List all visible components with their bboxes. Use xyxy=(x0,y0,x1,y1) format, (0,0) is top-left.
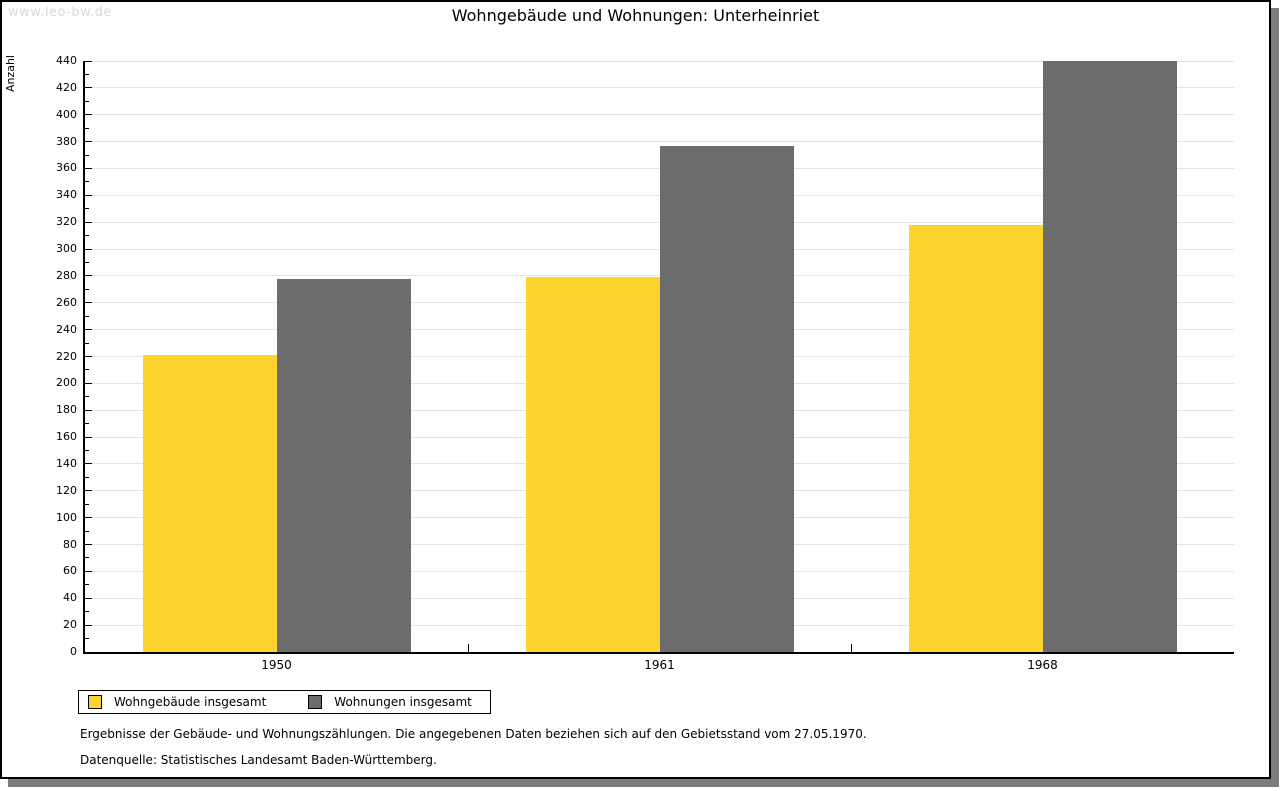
y-tick-major xyxy=(85,436,92,438)
legend-swatch-gray xyxy=(308,695,323,709)
y-tick-major xyxy=(85,409,92,411)
legend-swatch-yellow xyxy=(88,695,102,709)
y-gridline xyxy=(85,87,1234,89)
y-tick-major xyxy=(85,624,92,626)
y-tick-label: 260 xyxy=(56,295,77,309)
y-tick-minor xyxy=(85,369,89,371)
y-tick-major xyxy=(85,382,92,384)
y-tick-minor xyxy=(85,396,89,398)
x-category-label: 1968 xyxy=(1027,658,1058,672)
legend-item-wohngebaeude: Wohngebäude insgesamt xyxy=(88,695,266,709)
y-tick-minor xyxy=(85,315,89,317)
y-tick-label: 100 xyxy=(56,510,77,524)
y-tick-minor xyxy=(85,208,89,210)
y-tick-major xyxy=(85,570,92,572)
legend-item-wohnungen: Wohnungen insgesamt xyxy=(308,695,472,709)
y-tick-minor xyxy=(85,638,89,640)
y-tick-major xyxy=(85,275,92,277)
x-tick-boundary xyxy=(851,644,852,652)
y-tick-label: 300 xyxy=(56,242,77,256)
bar-wohnungen-1950 xyxy=(276,278,411,652)
y-tick-minor xyxy=(85,476,89,478)
chart-title: Wohngebäude und Wohnungen: Unterheinriet xyxy=(451,6,820,25)
legend-label: Wohngebäude insgesamt xyxy=(114,695,267,709)
footnote-data-source: Datenquelle: Statistisches Landesamt Bad… xyxy=(80,753,437,767)
y-tick-major xyxy=(85,167,92,169)
y-tick-label: 320 xyxy=(56,215,77,229)
y-tick-major xyxy=(85,329,92,331)
y-tick-label: 200 xyxy=(56,376,77,390)
y-tick-label: 0 xyxy=(70,645,77,658)
y-tick-minor xyxy=(85,342,89,344)
y-axis-title: Anzahl xyxy=(4,55,17,93)
y-tick-minor xyxy=(85,503,89,505)
y-tick-label: 140 xyxy=(56,456,77,470)
bar-wohnungen-1968 xyxy=(1042,61,1177,652)
y-tick-minor xyxy=(85,611,89,613)
y-tick-major xyxy=(85,517,92,519)
y-tick-label: 280 xyxy=(56,268,77,282)
y-tick-minor xyxy=(85,73,89,75)
bar-wohngebäude-1968 xyxy=(908,224,1043,652)
y-tick-minor xyxy=(85,261,89,263)
y-tick-minor xyxy=(85,423,89,425)
y-tick-label: 80 xyxy=(63,537,77,551)
y-tick-minor xyxy=(85,127,89,129)
y-tick-major xyxy=(85,248,92,250)
y-tick-minor xyxy=(85,154,89,156)
y-tick-label: 160 xyxy=(56,430,77,444)
y-tick-major xyxy=(85,221,92,223)
y-tick-minor xyxy=(85,181,89,183)
y-tick-label: 340 xyxy=(56,188,77,202)
y-tick-minor xyxy=(85,100,89,102)
y-tick-label: 60 xyxy=(63,564,77,578)
y-gridline xyxy=(85,141,1234,143)
y-tick-major xyxy=(85,194,92,196)
y-tick-label: 180 xyxy=(56,403,77,417)
x-tick-boundary xyxy=(468,644,469,652)
y-tick-major xyxy=(85,544,92,546)
y-tick-label: 120 xyxy=(56,483,77,497)
bar-wohngebäude-1961 xyxy=(525,277,660,652)
y-tick-minor xyxy=(85,557,89,559)
y-tick-label: 380 xyxy=(56,134,77,148)
y-tick-minor xyxy=(85,450,89,452)
legend-label: Wohnungen insgesamt xyxy=(334,695,472,709)
y-tick-major xyxy=(85,87,92,89)
y-tick-label: 240 xyxy=(56,322,77,336)
y-tick-label: 420 xyxy=(56,80,77,94)
y-gridline xyxy=(85,60,1234,62)
y-gridline xyxy=(85,114,1234,116)
y-tick-major xyxy=(85,302,92,304)
y-tick-minor xyxy=(85,235,89,237)
watermark-text: www.leo-bw.de xyxy=(8,5,112,20)
chart-canvas: www.leo-bw.de Wohngebäude und Wohnungen:… xyxy=(0,0,1271,779)
y-tick-label: 40 xyxy=(63,591,77,605)
y-tick-major xyxy=(85,463,92,465)
y-tick-major xyxy=(85,141,92,143)
y-tick-major xyxy=(85,356,92,357)
y-tick-label: 220 xyxy=(56,349,77,363)
bar-wohnungen-1961 xyxy=(659,145,794,652)
y-tick-label: 440 xyxy=(56,54,77,67)
y-tick-minor xyxy=(85,530,89,532)
x-category-label: 1961 xyxy=(644,658,675,672)
y-tick-minor xyxy=(85,584,89,586)
y-tick-label: 20 xyxy=(63,618,77,632)
y-tick-label: 400 xyxy=(56,107,77,121)
chart-legend: Wohngebäude insgesamt Wohnungen insgesam… xyxy=(78,690,491,714)
footnote-source-note: Ergebnisse der Gebäude- und Wohnungszähl… xyxy=(80,727,867,741)
y-tick-major xyxy=(85,490,92,492)
y-tick-minor xyxy=(85,288,89,290)
y-tick-major xyxy=(85,114,92,116)
bar-wohngebäude-1950 xyxy=(142,355,277,652)
y-tick-major xyxy=(85,597,92,599)
y-tick-major xyxy=(85,60,92,62)
plot-area: 0 20 40 60 80 100 120 140 160 180 200 220 240 260 280 3… xyxy=(56,54,1234,672)
x-category-label: 1950 xyxy=(261,658,292,672)
y-tick-label: 360 xyxy=(56,161,77,175)
